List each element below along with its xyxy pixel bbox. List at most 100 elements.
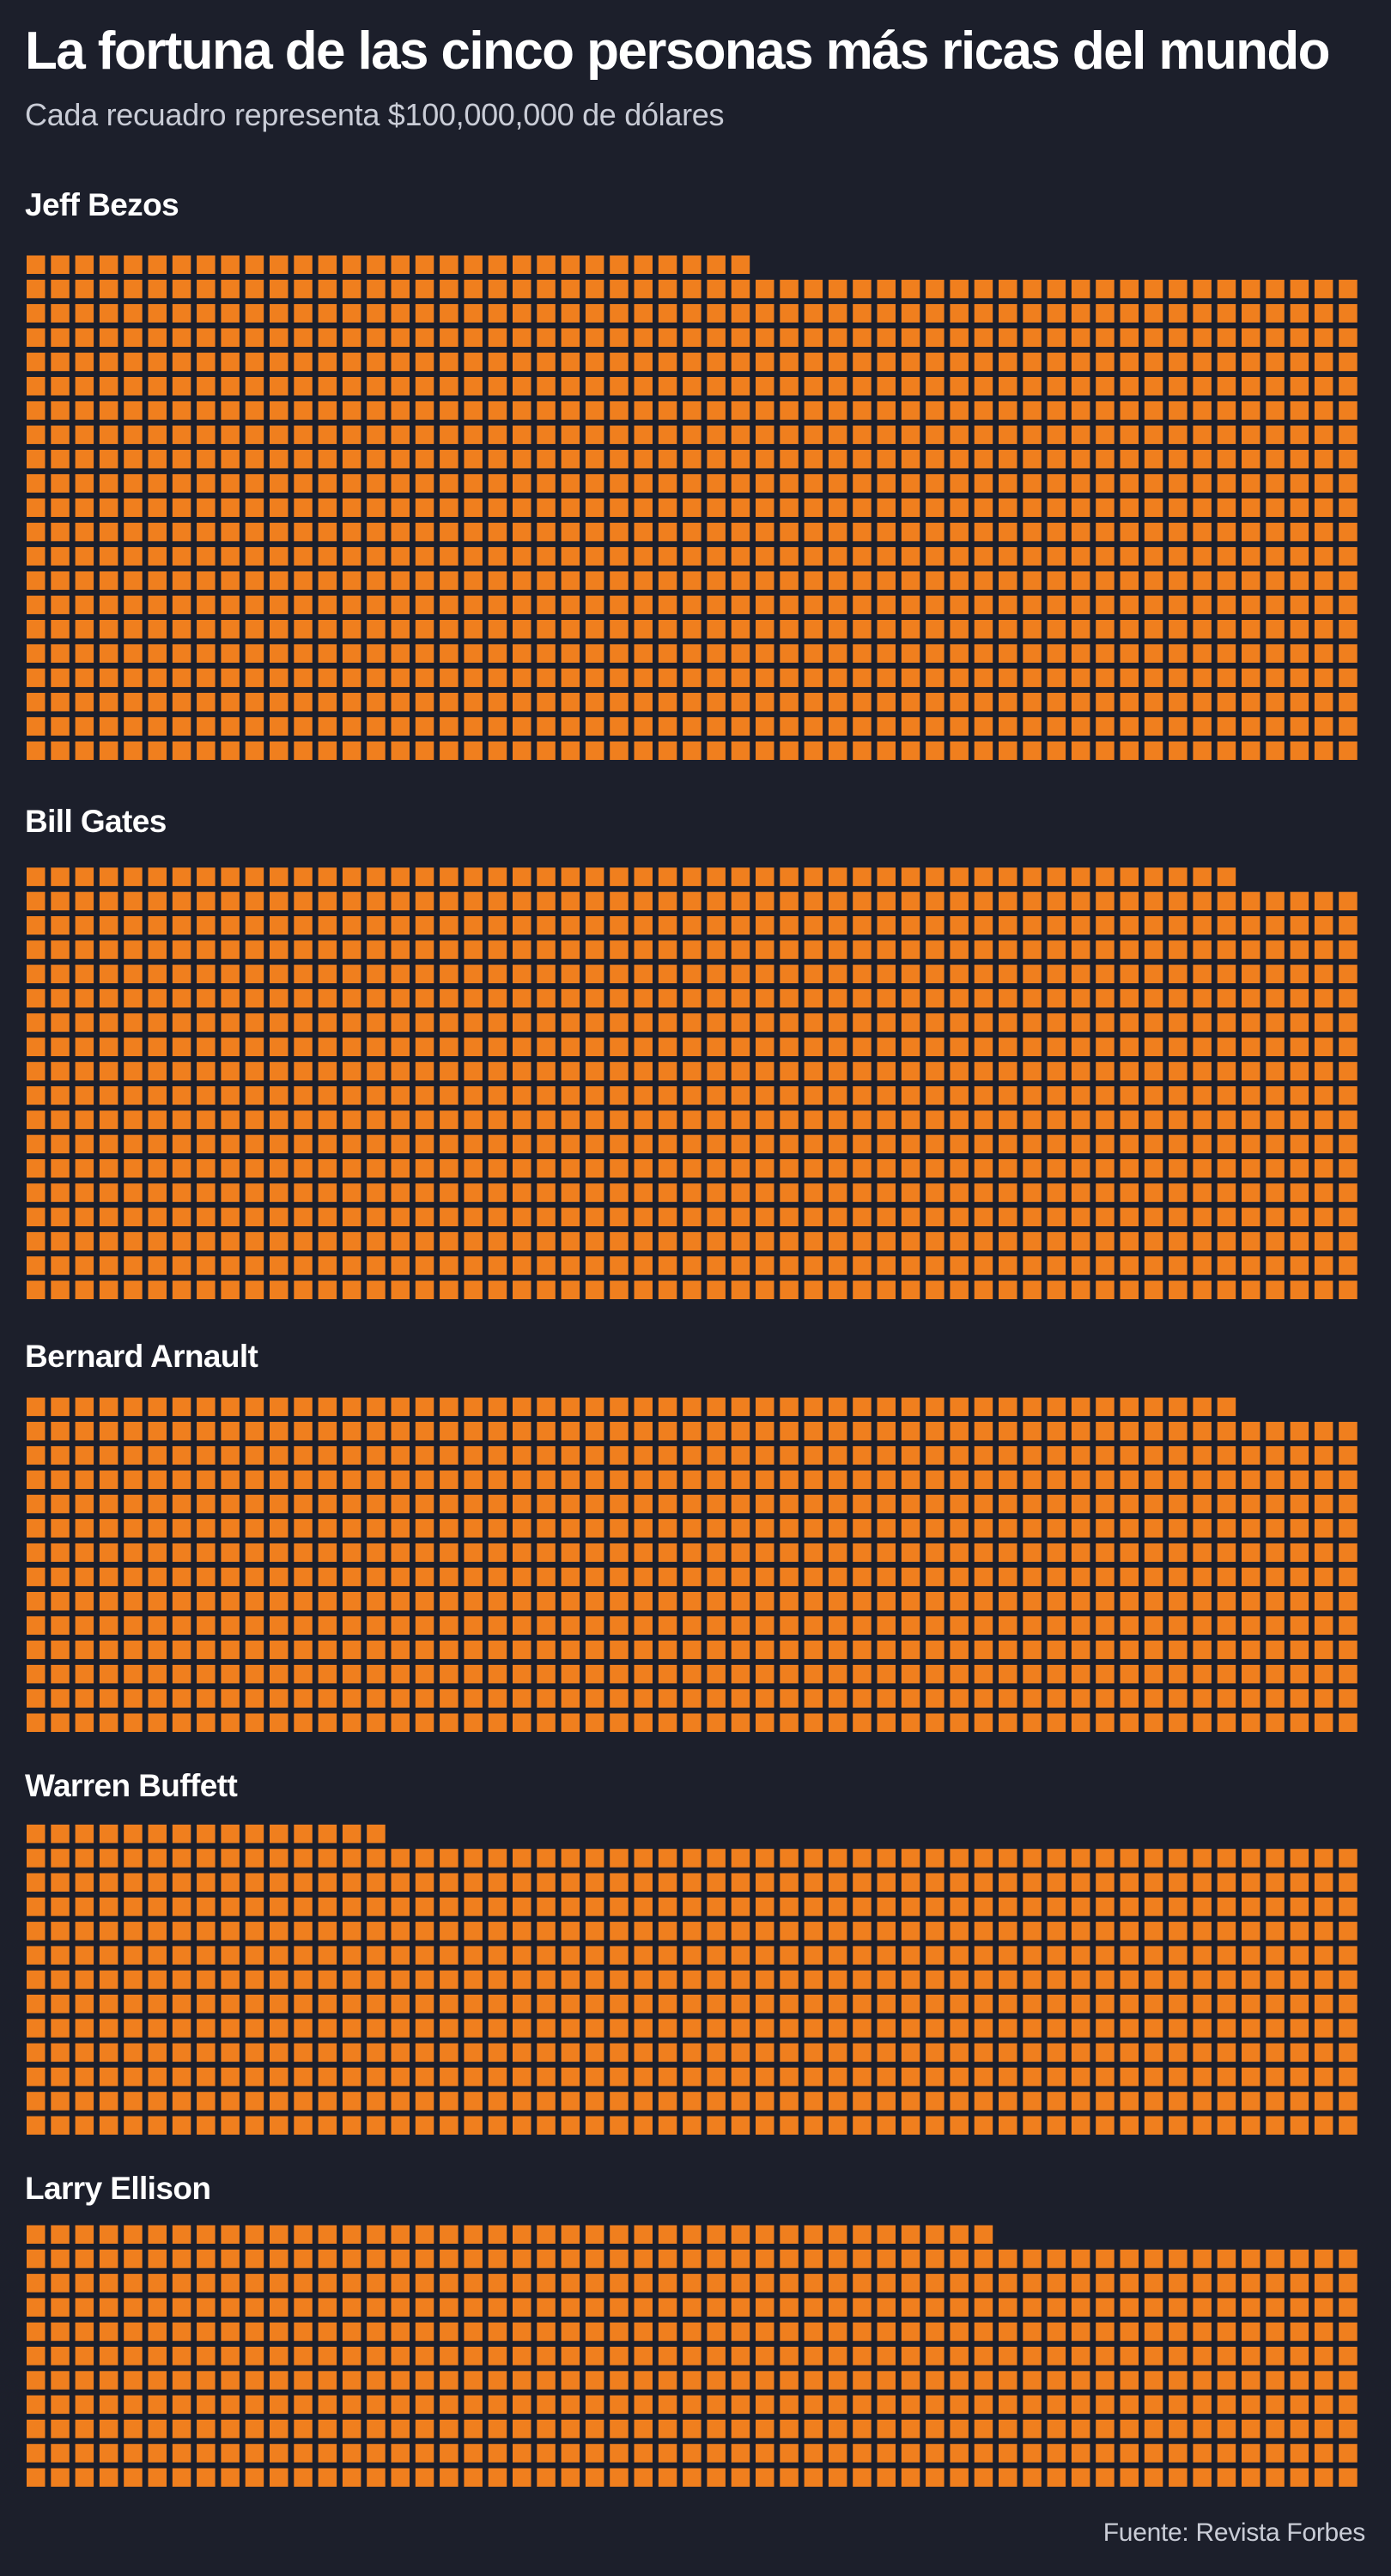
waffle-square <box>707 1231 726 1251</box>
waffle-square <box>828 1013 847 1032</box>
waffle-square <box>1144 2322 1163 2342</box>
waffle-square <box>707 2249 726 2269</box>
waffle-square <box>342 964 361 984</box>
waffle-square <box>1217 1946 1236 1965</box>
waffle-square <box>901 1849 920 1868</box>
waffle-square <box>901 1256 920 1275</box>
waffle-square <box>756 1061 774 1081</box>
waffle-square <box>27 595 46 615</box>
waffle-square <box>1047 498 1066 517</box>
waffle-square <box>197 916 216 935</box>
waffle-square <box>731 1970 750 1990</box>
waffle-square <box>877 1037 896 1056</box>
waffle-square <box>877 2067 896 2087</box>
waffle-square <box>51 1824 70 1844</box>
waffle-square <box>148 522 167 542</box>
waffle-square <box>853 1640 872 1660</box>
waffle-square <box>683 1207 702 1227</box>
waffle-square <box>780 916 799 935</box>
waffle-square <box>1339 1494 1358 1514</box>
waffle-square <box>1096 741 1115 760</box>
waffle-square <box>1071 304 1090 323</box>
waffle-square <box>634 595 653 615</box>
waffle-square <box>415 1494 434 1514</box>
waffle-square <box>756 1849 774 1868</box>
waffle-square <box>877 2444 896 2463</box>
waffle-square <box>488 1231 507 1251</box>
waffle-square <box>1169 2395 1188 2415</box>
waffle-square <box>391 1519 410 1538</box>
waffle-square <box>440 1207 459 1227</box>
waffle-square <box>1071 1873 1090 1892</box>
waffle-square <box>245 2298 264 2317</box>
person-name-bernard-arnault: Bernard Arnault <box>25 1339 258 1374</box>
waffle-square <box>537 1183 556 1202</box>
waffle-square <box>537 1543 556 1562</box>
waffle-square <box>270 1640 289 1660</box>
waffle-square <box>610 304 629 323</box>
waffle-square <box>731 891 750 911</box>
waffle-square <box>561 1897 580 1917</box>
waffle-square <box>926 916 945 935</box>
waffle-square <box>804 1183 823 1202</box>
waffle-square <box>926 2444 945 2463</box>
waffle-square <box>197 1397 216 1417</box>
waffle-square <box>804 988 823 1008</box>
waffle-square <box>999 1013 1017 1032</box>
waffle-square <box>270 867 289 886</box>
waffle-square <box>1314 1231 1333 1251</box>
waffle-square <box>197 401 216 420</box>
waffle-square <box>974 2092 993 2111</box>
waffle-square <box>610 401 629 420</box>
waffle-square <box>707 328 726 347</box>
source-note: Fuente: Revista Forbes <box>1102 2518 1366 2547</box>
waffle-square <box>853 1397 872 1417</box>
waffle-grid-warren-buffett <box>27 1824 1358 2135</box>
waffle-square <box>1120 571 1139 590</box>
waffle-square <box>1266 1616 1285 1635</box>
waffle-square <box>294 1543 313 1562</box>
waffle-square <box>683 377 702 396</box>
waffle-square <box>950 1183 969 1202</box>
waffle-square <box>1314 741 1333 760</box>
waffle-square <box>1144 401 1163 420</box>
waffle-square <box>197 1470 216 1489</box>
waffle-square <box>804 2371 823 2390</box>
waffle-square <box>1242 692 1260 712</box>
waffle-square <box>488 1640 507 1660</box>
waffle-square <box>877 1970 896 1990</box>
waffle-square <box>634 867 653 886</box>
waffle-square <box>124 1970 143 1990</box>
waffle-square <box>926 1616 945 1635</box>
waffle-square <box>780 2395 799 2415</box>
waffle-square <box>464 1664 483 1684</box>
waffle-square <box>440 916 459 935</box>
waffle-square <box>610 1159 629 1178</box>
waffle-square <box>1339 571 1358 590</box>
waffle-square <box>172 425 191 445</box>
waffle-square <box>926 2298 945 2317</box>
waffle-square <box>974 279 993 299</box>
waffle-square <box>488 279 507 299</box>
waffle-square <box>513 304 531 323</box>
waffle-square <box>1047 1849 1066 1868</box>
waffle-square <box>172 916 191 935</box>
waffle-square <box>1144 1159 1163 1178</box>
waffle-square <box>294 891 313 911</box>
waffle-square <box>926 2468 945 2487</box>
waffle-square <box>707 867 726 886</box>
waffle-square <box>148 1970 167 1990</box>
waffle-square <box>828 891 847 911</box>
waffle-square <box>1217 425 1236 445</box>
waffle-square <box>440 352 459 372</box>
waffle-square <box>1266 1421 1285 1441</box>
waffle-square <box>391 1280 410 1299</box>
waffle-square <box>464 2274 483 2293</box>
waffle-square <box>1290 2092 1309 2111</box>
waffle-square <box>391 377 410 396</box>
waffle-square <box>1217 522 1236 542</box>
waffle-square <box>1169 328 1188 347</box>
waffle-square <box>926 1640 945 1660</box>
waffle-square <box>1314 1110 1333 1129</box>
waffle-square <box>804 1849 823 1868</box>
